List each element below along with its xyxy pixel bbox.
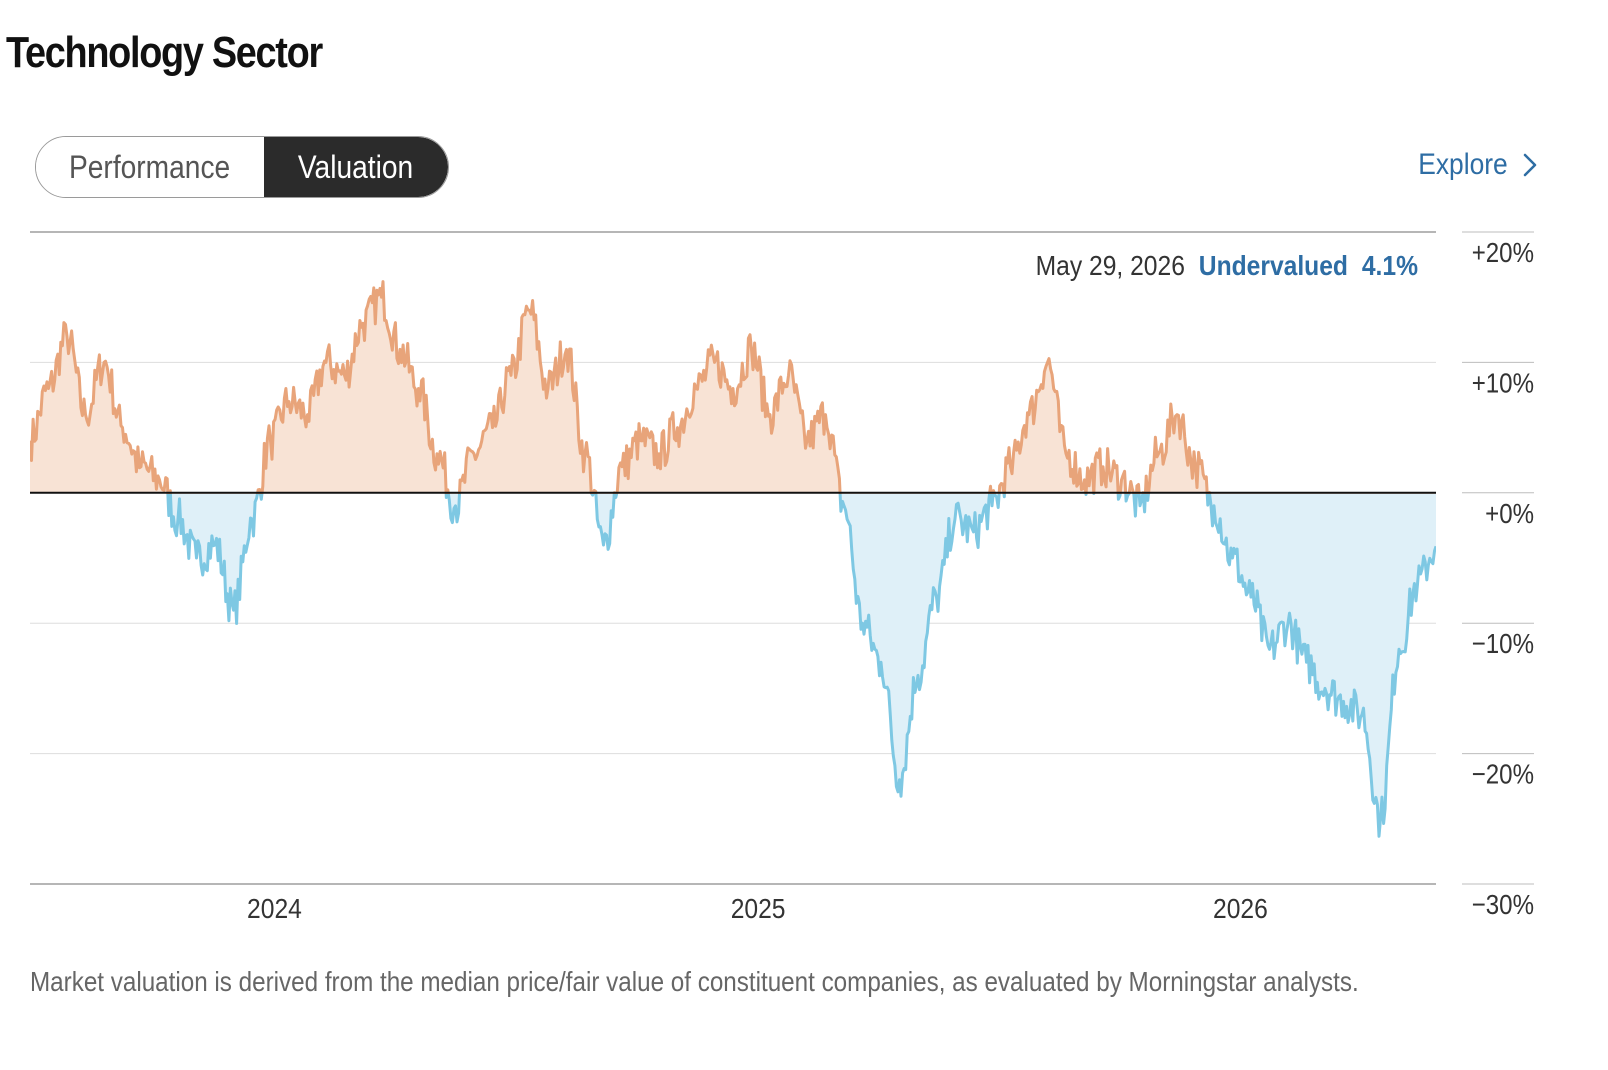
overvalued-line: [30, 280, 1212, 494]
x-tick-label: 2025: [731, 893, 786, 925]
y-tick-label: −10%: [1472, 627, 1534, 659]
explore-label: Explore: [1418, 148, 1508, 181]
tab-valuation-label: Valuation: [298, 148, 414, 185]
chart-caption: Market valuation is derived from the med…: [30, 966, 1359, 997]
annotation-value: 4.1%: [1362, 250, 1418, 282]
undervalued-area: [167, 494, 1436, 837]
tab-performance[interactable]: Performance: [36, 137, 264, 197]
y-tick-label: +10%: [1472, 367, 1534, 399]
y-tick-label: +0%: [1485, 497, 1534, 529]
x-tick-label: 2024: [247, 893, 302, 925]
y-tick-label: −30%: [1472, 888, 1534, 920]
x-tick-label: 2026: [1213, 893, 1268, 925]
explore-link[interactable]: Explore: [1406, 148, 1538, 182]
y-tick-label: +20%: [1472, 236, 1534, 268]
valuation-annotation: May 29, 2026 Undervalued 4.1%: [1036, 250, 1418, 282]
chevron-right-icon: [1523, 153, 1537, 177]
overvalued-area: [30, 281, 1436, 494]
undervalued-line: [166, 494, 1436, 838]
annotation-status: Undervalued: [1199, 250, 1348, 282]
page-title: Technology Sector: [6, 28, 323, 77]
tab-performance-label: Performance: [69, 148, 231, 185]
y-tick-label: −20%: [1472, 758, 1534, 790]
annotation-date: May 29, 2026: [1036, 250, 1185, 282]
tab-valuation[interactable]: Valuation: [264, 137, 448, 197]
view-toggle: Performance Valuation: [35, 136, 449, 198]
